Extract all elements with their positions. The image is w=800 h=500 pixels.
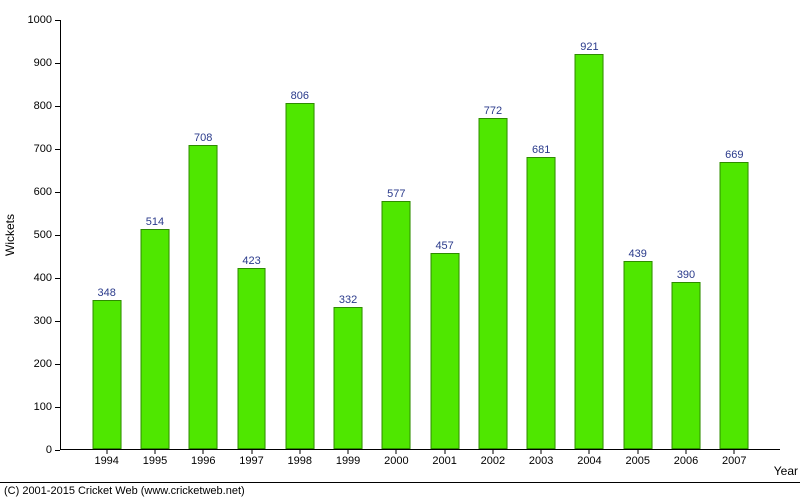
- bar: 772: [478, 118, 507, 449]
- y-tick-label: 300: [17, 315, 52, 327]
- bar-slot: 5772000: [372, 20, 420, 449]
- x-tick: [299, 449, 300, 454]
- x-tick: [251, 449, 252, 454]
- y-tick: [55, 364, 60, 365]
- bar-value-label: 332: [339, 294, 357, 306]
- bar: 921: [575, 54, 604, 449]
- plot-area: 3481994514199570819964231997806199833219…: [60, 20, 780, 450]
- bar-value-label: 457: [435, 240, 453, 252]
- bar-value-label: 806: [291, 90, 309, 102]
- bar-slot: 3481994: [83, 20, 131, 449]
- bar: 390: [672, 282, 701, 449]
- bar: 439: [623, 261, 652, 449]
- y-tick: [55, 450, 60, 451]
- y-tick-label: 100: [17, 401, 52, 413]
- x-tick-label: 1999: [336, 455, 360, 467]
- bar-slot: 3321999: [324, 20, 372, 449]
- bar-value-label: 921: [580, 41, 598, 53]
- x-tick: [444, 449, 445, 454]
- bar: 457: [430, 253, 459, 449]
- x-tick: [734, 449, 735, 454]
- bar: 348: [92, 300, 121, 449]
- x-tick: [686, 449, 687, 454]
- y-tick: [55, 192, 60, 193]
- y-tick: [55, 149, 60, 150]
- x-tick-label: 1994: [94, 455, 118, 467]
- bar-value-label: 708: [194, 132, 212, 144]
- x-tick-label: 2004: [577, 455, 601, 467]
- bar: 806: [285, 103, 314, 449]
- x-axis-label: Year: [774, 464, 798, 478]
- x-tick-label: 1997: [239, 455, 263, 467]
- y-axis-label: Wickets: [3, 214, 17, 256]
- bar-slot: 3902006: [662, 20, 710, 449]
- footer-copyright: (C) 2001-2015 Cricket Web (www.cricketwe…: [0, 482, 800, 500]
- bar: 577: [382, 201, 411, 449]
- bars-group: 3481994514199570819964231997806199833219…: [61, 20, 780, 449]
- bar-value-label: 577: [387, 188, 405, 200]
- x-tick-label: 2007: [722, 455, 746, 467]
- x-tick: [396, 449, 397, 454]
- y-tick: [55, 321, 60, 322]
- y-tick-label: 400: [17, 272, 52, 284]
- x-tick-label: 2006: [674, 455, 698, 467]
- x-tick-label: 1998: [288, 455, 312, 467]
- bar-value-label: 681: [532, 144, 550, 156]
- x-tick-label: 2003: [529, 455, 553, 467]
- bar-value-label: 772: [484, 105, 502, 117]
- y-tick-label: 200: [17, 358, 52, 370]
- y-tick: [55, 63, 60, 64]
- y-tick-label: 600: [17, 186, 52, 198]
- bar-slot: 6812003: [517, 20, 565, 449]
- bar-slot: 4231997: [227, 20, 275, 449]
- y-tick-label: 1000: [17, 14, 52, 26]
- bar: 681: [527, 157, 556, 449]
- bar: 332: [334, 307, 363, 449]
- bar: 514: [140, 229, 169, 450]
- x-tick: [106, 449, 107, 454]
- y-tick-label: 0: [17, 444, 52, 456]
- bar-slot: 6692007: [710, 20, 758, 449]
- bar: 669: [720, 162, 749, 449]
- y-tick: [55, 235, 60, 236]
- bar-slot: 8061998: [276, 20, 324, 449]
- bar-slot: 7081996: [179, 20, 227, 449]
- y-tick: [55, 407, 60, 408]
- x-tick-label: 2005: [625, 455, 649, 467]
- x-tick: [348, 449, 349, 454]
- x-tick: [154, 449, 155, 454]
- bar-slot: 4392005: [614, 20, 662, 449]
- y-tick: [55, 106, 60, 107]
- x-tick-label: 1995: [143, 455, 167, 467]
- chart-container: Wickets Year 348199451419957081996423199…: [0, 0, 800, 500]
- y-tick: [55, 278, 60, 279]
- x-tick-label: 2001: [432, 455, 456, 467]
- bar-value-label: 348: [98, 287, 116, 299]
- x-tick-label: 2000: [384, 455, 408, 467]
- bar-slot: 9212004: [565, 20, 613, 449]
- x-tick: [589, 449, 590, 454]
- x-tick-label: 2002: [481, 455, 505, 467]
- bar: 708: [189, 145, 218, 449]
- bar-value-label: 439: [629, 248, 647, 260]
- bar-value-label: 390: [677, 269, 695, 281]
- x-tick: [637, 449, 638, 454]
- bar: 423: [237, 268, 266, 449]
- bar-value-label: 514: [146, 216, 164, 228]
- bar-value-label: 423: [242, 255, 260, 267]
- y-tick-label: 900: [17, 57, 52, 69]
- y-tick-label: 700: [17, 143, 52, 155]
- bar-slot: 7722002: [469, 20, 517, 449]
- x-tick: [541, 449, 542, 454]
- bar-value-label: 669: [725, 149, 743, 161]
- bar-slot: 4572001: [421, 20, 469, 449]
- x-tick: [203, 449, 204, 454]
- footer-text: (C) 2001-2015 Cricket Web (www.cricketwe…: [4, 485, 245, 497]
- x-tick-label: 1996: [191, 455, 215, 467]
- y-tick-label: 500: [17, 229, 52, 241]
- bar-slot: 5141995: [131, 20, 179, 449]
- x-tick: [492, 449, 493, 454]
- y-tick: [55, 20, 60, 21]
- y-tick-label: 800: [17, 100, 52, 112]
